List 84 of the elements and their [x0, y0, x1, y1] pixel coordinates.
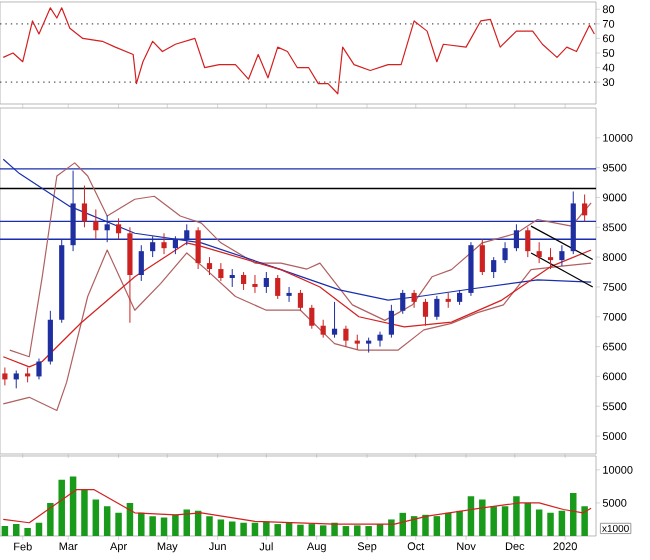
candlestick — [388, 304, 394, 339]
bar — [24, 528, 31, 536]
candlestick — [422, 298, 429, 327]
candlestick — [434, 295, 440, 321]
line-series — [2, 249, 592, 412]
candlestick — [570, 191, 576, 255]
candlestick — [138, 244, 144, 282]
candlestick — [115, 217, 122, 240]
candlestick — [331, 301, 338, 339]
bar — [172, 514, 179, 536]
bar — [501, 506, 509, 536]
candlestick — [479, 238, 485, 276]
candlestick — [297, 289, 304, 312]
candlestick — [2, 366, 8, 386]
bar — [558, 510, 566, 536]
candlestick — [491, 256, 497, 279]
candlestick — [150, 235, 156, 258]
candlestick — [582, 193, 588, 222]
candlestick — [286, 286, 292, 303]
candlestick — [93, 208, 99, 240]
candlestick — [513, 223, 520, 252]
bar — [138, 512, 145, 536]
bar — [217, 519, 225, 536]
bar — [342, 526, 350, 536]
bar — [479, 499, 486, 536]
candlestick — [36, 358, 42, 380]
bar — [263, 521, 270, 536]
line-series — [2, 7, 595, 95]
candlestick — [536, 241, 542, 264]
bar — [251, 522, 259, 536]
candlestick — [468, 241, 474, 297]
bar — [285, 522, 293, 536]
bar — [547, 512, 554, 536]
line-series — [2, 158, 592, 301]
candlestick — [309, 304, 315, 330]
bar — [58, 479, 65, 536]
candlestick — [252, 274, 258, 294]
bar — [354, 525, 361, 536]
bar — [160, 517, 168, 536]
bar — [47, 502, 54, 536]
bar — [456, 510, 463, 536]
bar — [535, 509, 543, 536]
candlestick — [400, 289, 406, 315]
bar — [149, 516, 156, 536]
bar — [433, 516, 441, 536]
bar — [570, 492, 577, 536]
candlestick — [502, 241, 508, 264]
bar — [274, 524, 281, 536]
candlestick — [81, 185, 88, 228]
bar — [297, 524, 304, 536]
bar — [581, 506, 588, 536]
bar — [81, 489, 88, 536]
bar — [513, 496, 520, 536]
bar — [206, 516, 213, 536]
bar — [467, 496, 475, 536]
candlestick — [547, 247, 554, 270]
bar — [422, 514, 429, 536]
candlestick — [275, 274, 281, 300]
candlestick — [104, 214, 110, 243]
candlestick — [184, 223, 190, 246]
bar — [365, 526, 372, 536]
bar — [92, 499, 100, 536]
bar — [103, 506, 111, 536]
candlestick — [343, 325, 349, 348]
candlestick — [218, 262, 224, 282]
bar — [69, 476, 77, 536]
candlestick — [263, 271, 269, 294]
bar — [228, 521, 236, 536]
candlestick — [411, 289, 417, 309]
candlestick — [47, 310, 53, 365]
bar — [319, 525, 327, 536]
bar — [35, 522, 43, 536]
bar — [13, 524, 20, 536]
candlestick — [559, 244, 565, 267]
candlestick — [377, 331, 383, 348]
line-series — [9, 162, 592, 358]
bar — [240, 522, 247, 536]
bar — [115, 512, 122, 536]
line-series — [2, 489, 592, 525]
bar — [1, 526, 9, 536]
candlestick — [525, 226, 531, 258]
bar — [490, 506, 497, 536]
candlestick — [70, 170, 76, 252]
bar — [308, 524, 316, 536]
